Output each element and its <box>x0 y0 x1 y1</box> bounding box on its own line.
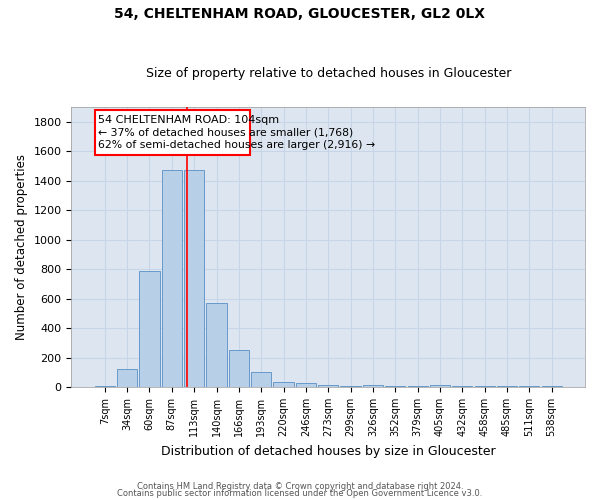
Bar <box>407 386 428 387</box>
Bar <box>296 384 316 387</box>
Title: Size of property relative to detached houses in Gloucester: Size of property relative to detached ho… <box>146 66 511 80</box>
Bar <box>229 350 249 387</box>
Y-axis label: Number of detached properties: Number of detached properties <box>15 154 28 340</box>
Bar <box>139 270 160 387</box>
Text: Contains public sector information licensed under the Open Government Licence v3: Contains public sector information licen… <box>118 490 482 498</box>
Bar <box>184 170 204 387</box>
Bar <box>206 303 227 387</box>
Bar <box>452 386 472 387</box>
X-axis label: Distribution of detached houses by size in Gloucester: Distribution of detached houses by size … <box>161 444 496 458</box>
Bar <box>95 110 250 155</box>
Bar <box>162 170 182 387</box>
Bar <box>340 386 361 387</box>
Bar <box>519 386 539 387</box>
Bar <box>385 386 405 387</box>
Text: 54 CHELTENHAM ROAD: 104sqm: 54 CHELTENHAM ROAD: 104sqm <box>98 115 279 125</box>
Bar <box>475 386 494 387</box>
Bar <box>274 382 293 387</box>
Bar <box>497 386 517 387</box>
Bar <box>251 372 271 387</box>
Bar <box>363 385 383 387</box>
Text: ← 37% of detached houses are smaller (1,768): ← 37% of detached houses are smaller (1,… <box>98 128 353 138</box>
Bar <box>430 385 450 387</box>
Text: 54, CHELTENHAM ROAD, GLOUCESTER, GL2 0LX: 54, CHELTENHAM ROAD, GLOUCESTER, GL2 0LX <box>115 8 485 22</box>
Bar <box>542 386 562 387</box>
Bar <box>117 370 137 387</box>
Bar <box>318 385 338 387</box>
Bar <box>95 386 115 387</box>
Text: Contains HM Land Registry data © Crown copyright and database right 2024.: Contains HM Land Registry data © Crown c… <box>137 482 463 491</box>
Text: 62% of semi-detached houses are larger (2,916) →: 62% of semi-detached houses are larger (… <box>98 140 375 150</box>
